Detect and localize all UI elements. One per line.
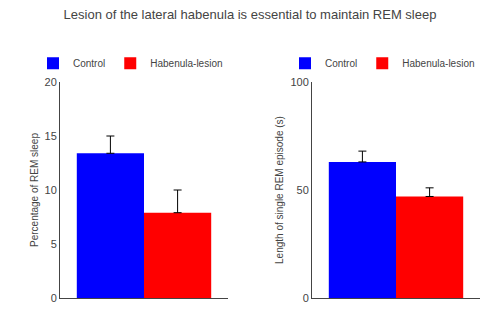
svg-text:100: 100 — [290, 76, 308, 88]
svg-text:Control: Control — [325, 58, 357, 69]
svg-text:Percentage of REM sleep: Percentage of REM sleep — [29, 133, 40, 247]
svg-text:10: 10 — [45, 184, 57, 196]
svg-text:15: 15 — [45, 130, 57, 142]
svg-text:5: 5 — [51, 238, 57, 250]
svg-text:50: 50 — [297, 184, 309, 196]
svg-text:Length of single REM episode (: Length of single REM episode (s) — [274, 116, 285, 264]
svg-text:20: 20 — [45, 76, 57, 88]
svg-text:0: 0 — [303, 292, 309, 304]
svg-text:Habenula-lesion: Habenula-lesion — [150, 58, 222, 69]
svg-text:Lesion of the lateral habenula: Lesion of the lateral habenula is essent… — [64, 7, 437, 22]
svg-text:Habenula-lesion: Habenula-lesion — [402, 58, 474, 69]
svg-text:0: 0 — [51, 292, 57, 304]
svg-text:Control: Control — [73, 58, 105, 69]
